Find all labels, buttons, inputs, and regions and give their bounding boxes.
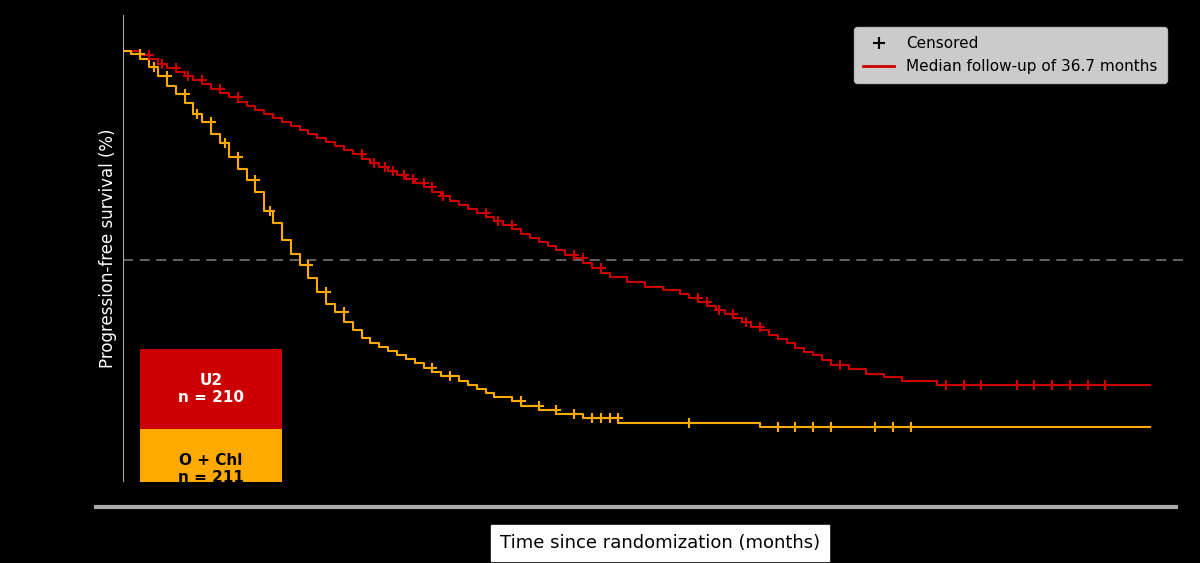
Text: Time since randomization (months): Time since randomization (months) [500, 534, 820, 552]
Text: O + Chl
n = 211: O + Chl n = 211 [178, 453, 244, 485]
Bar [140, 429, 282, 509]
Y-axis label: Progression-free survival (%): Progression-free survival (%) [98, 129, 118, 368]
Text: U2
n = 210: U2 n = 210 [178, 373, 244, 405]
Legend: Censored, Median follow-up of 36.7 months: Censored, Median follow-up of 36.7 month… [854, 28, 1166, 83]
Bar [140, 348, 282, 429]
